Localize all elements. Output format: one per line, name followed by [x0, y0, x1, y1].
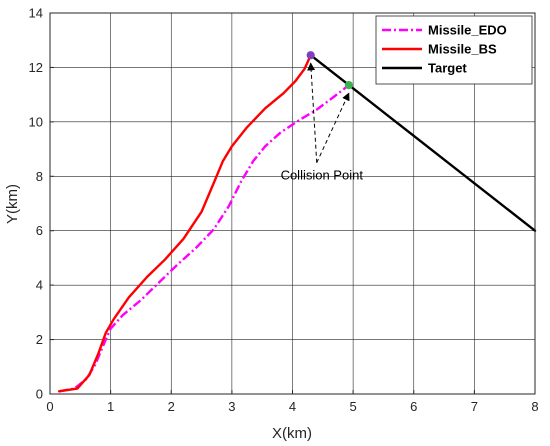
legend-label: Target	[428, 61, 467, 76]
series-missile-edo-line	[58, 84, 350, 393]
legend-label: Missile_BS	[428, 42, 497, 57]
x-axis-label: X(km)	[272, 425, 312, 442]
y-tick-label: 6	[36, 223, 43, 238]
legend-label: Missile_EDO	[428, 23, 507, 38]
x-tick-label: 8	[531, 399, 538, 414]
y-tick-label: 10	[29, 114, 43, 129]
x-tick-label: 5	[350, 399, 357, 414]
collision-point-marker	[344, 81, 353, 90]
y-tick-label: 0	[36, 387, 43, 402]
annotation: Collision Point	[281, 62, 364, 183]
y-tick-label: 8	[36, 169, 43, 184]
y-tick-label: 14	[29, 6, 43, 21]
annotation-arrow	[307, 62, 318, 163]
y-tick-label: 4	[36, 278, 43, 293]
annotation-label: Collision Point	[281, 168, 364, 183]
x-tick-label: 6	[410, 399, 417, 414]
y-axis-label: Y(km)	[4, 184, 21, 224]
legend: Missile_EDO Missile_BS Target	[375, 15, 533, 85]
x-tick-label: 4	[289, 399, 296, 414]
annotation-arrow	[316, 92, 350, 163]
collision-point-marker	[306, 51, 315, 60]
x-tick-label: 2	[168, 399, 175, 414]
x-tick-label: 1	[107, 399, 114, 414]
collision-points	[306, 51, 353, 90]
x-tick-label: 7	[471, 399, 478, 414]
x-tick-label: 0	[46, 399, 53, 414]
series-missile-bs-line	[57, 54, 312, 393]
y-tick-label: 12	[29, 60, 43, 75]
x-tick-label: 3	[228, 399, 235, 414]
y-tick-label: 2	[36, 332, 43, 347]
